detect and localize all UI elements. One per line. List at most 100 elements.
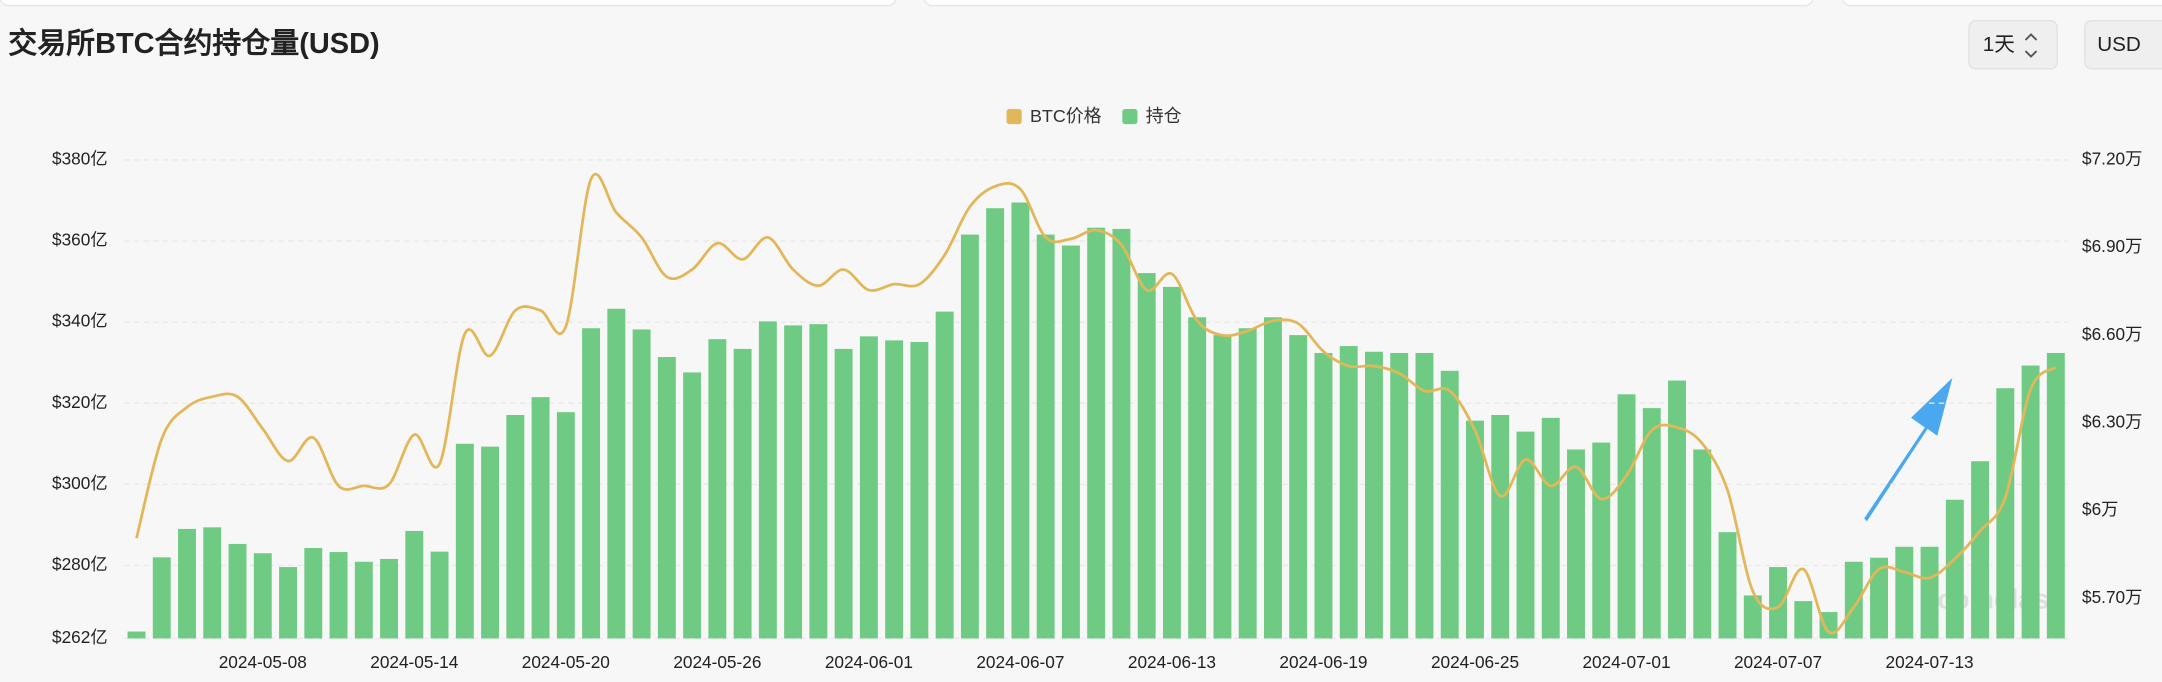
y2-tick-label: $5.70万 (2082, 587, 2142, 607)
chevron (2024, 33, 2038, 58)
y-tick-label: $340亿 (52, 311, 108, 331)
bar (1971, 461, 1990, 639)
bar (228, 543, 247, 639)
bar (1238, 328, 1257, 639)
y-tick-label: $320亿 (52, 392, 108, 412)
currency-button[interactable]: USD (2084, 20, 2162, 70)
bar (1567, 449, 1585, 639)
bar (809, 324, 828, 639)
y2-tick-label: $6.60万 (2082, 324, 2142, 344)
bar (1390, 352, 1409, 639)
bar (329, 552, 348, 639)
x-tick-label: 2024-07-13 (1886, 652, 1974, 672)
y-tick-label: $280亿 (52, 554, 108, 574)
bar (152, 557, 171, 639)
legend-item[interactable]: BTC价格 (1006, 106, 1102, 126)
bar (531, 397, 550, 639)
bar (1541, 417, 1560, 639)
bar (986, 208, 1005, 639)
bar (960, 234, 979, 639)
x-tick-label: 2024-07-01 (1582, 652, 1670, 672)
bar (1188, 317, 1207, 639)
bar (1794, 601, 1813, 639)
card (923, 0, 1814, 7)
legend-swatch (1122, 108, 1138, 125)
bar (1516, 431, 1535, 639)
bar (885, 340, 904, 639)
bar (1162, 286, 1181, 639)
bar (203, 527, 222, 639)
line (135, 173, 2057, 635)
bar (127, 631, 146, 639)
bar (582, 328, 601, 639)
bar (1061, 245, 1080, 639)
bar (1491, 414, 1510, 639)
bar (1263, 317, 1282, 639)
legend-label: BTC价格 (1030, 106, 1102, 126)
bar (405, 530, 424, 639)
bar (354, 561, 373, 639)
bar (1617, 394, 1636, 639)
chart-title: 交易所BTC合约持仓量(USD) (8, 27, 379, 60)
legend-label: 持仓 (1146, 106, 1182, 126)
bar (1668, 380, 1686, 639)
x-tick-label: 2024-05-14 (370, 652, 459, 672)
x-tick-label: 2024-07-07 (1734, 652, 1822, 672)
bar (1314, 352, 1333, 639)
x-tick-label: 2024-05-08 (219, 652, 307, 672)
bar (859, 336, 878, 639)
bar (178, 528, 196, 639)
bar (683, 372, 702, 639)
y-tick-label: $262亿 (52, 627, 108, 647)
bar (1289, 335, 1308, 639)
bar (1996, 388, 2015, 639)
bar (708, 339, 727, 639)
card (0, 0, 897, 7)
bar (1693, 449, 1712, 639)
x-tick-label: 2024-05-20 (522, 652, 610, 672)
bar (733, 348, 752, 639)
x-tick-label: 2024-05-26 (673, 652, 761, 672)
legend-swatch (1006, 108, 1022, 125)
bar (1718, 532, 1737, 639)
y2-tick-label: $7.20万 (2082, 149, 2142, 169)
bar (1137, 273, 1156, 639)
bar (1592, 442, 1611, 639)
bar (1895, 546, 1914, 639)
bar (1769, 567, 1787, 639)
interval-button[interactable]: 1天 (1968, 20, 2058, 70)
x-tick-label: 2024-06-25 (1431, 652, 1519, 672)
bar (1415, 352, 1434, 639)
bar (1642, 408, 1661, 639)
button-bg (2084, 20, 2162, 70)
card (1841, 0, 2162, 7)
bar (506, 414, 525, 639)
bar (607, 308, 626, 639)
x-tick-label: 2024-06-13 (1128, 652, 1216, 672)
button-label: 1天 (1983, 33, 2015, 56)
x-tick-label: 2024-06-19 (1279, 652, 1367, 672)
bar (1466, 420, 1484, 639)
x-tick-label: 2024-06-01 (825, 652, 913, 672)
bar (758, 321, 777, 639)
y-tick-label: $300亿 (52, 473, 108, 493)
bar (834, 348, 853, 639)
button-bg (1968, 20, 2058, 70)
bar (455, 443, 474, 639)
bar (1339, 346, 1358, 639)
arrow-annotation (1864, 377, 1953, 522)
bar (380, 558, 399, 639)
y2-tick-label: $6.90万 (2082, 236, 2142, 256)
bar (632, 329, 651, 639)
button-label: USD (2097, 33, 2141, 56)
bar (2021, 365, 2040, 639)
bar (279, 567, 297, 639)
y2-tick-label: $6.30万 (2082, 412, 2142, 432)
bar (1844, 561, 1863, 639)
bar (304, 547, 323, 639)
bar (1945, 499, 1964, 639)
legend-item[interactable]: 持仓 (1122, 106, 1182, 126)
bar (910, 342, 929, 639)
bar (556, 412, 575, 639)
